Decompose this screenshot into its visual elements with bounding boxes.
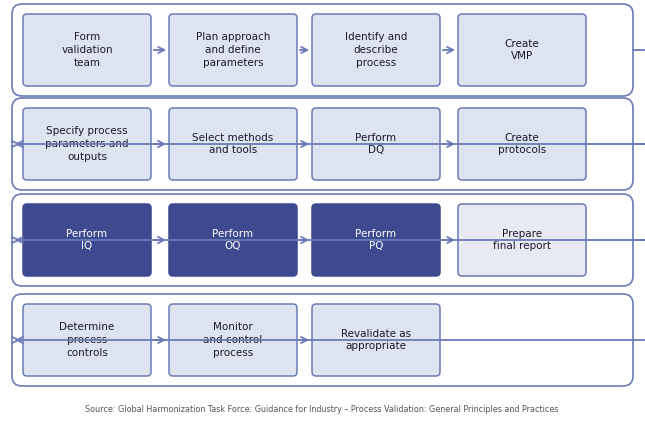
FancyBboxPatch shape bbox=[312, 204, 440, 276]
Text: Perform
PQ: Perform PQ bbox=[355, 229, 397, 251]
FancyBboxPatch shape bbox=[23, 108, 151, 180]
FancyBboxPatch shape bbox=[312, 108, 440, 180]
Text: Create
protocols: Create protocols bbox=[498, 133, 546, 155]
Text: Prepare
final report: Prepare final report bbox=[493, 229, 551, 251]
Text: Create
VMP: Create VMP bbox=[504, 39, 539, 61]
FancyBboxPatch shape bbox=[169, 304, 297, 376]
FancyBboxPatch shape bbox=[312, 304, 440, 376]
Text: Plan approach
and define
parameters: Plan approach and define parameters bbox=[196, 32, 270, 68]
Text: Specify process
parameters and
outputs: Specify process parameters and outputs bbox=[45, 126, 129, 162]
FancyBboxPatch shape bbox=[23, 304, 151, 376]
Text: Revalidate as
appropriate: Revalidate as appropriate bbox=[341, 329, 411, 351]
Text: Perform
IQ: Perform IQ bbox=[66, 229, 108, 251]
FancyBboxPatch shape bbox=[458, 14, 586, 86]
Text: Source: Global Harmonization Task Force: Guidance for Industry – Process Validat: Source: Global Harmonization Task Force:… bbox=[85, 405, 559, 414]
FancyBboxPatch shape bbox=[169, 204, 297, 276]
Text: Form
validation
team: Form validation team bbox=[61, 32, 113, 68]
FancyBboxPatch shape bbox=[23, 14, 151, 86]
FancyBboxPatch shape bbox=[169, 14, 297, 86]
FancyBboxPatch shape bbox=[458, 204, 586, 276]
Text: Perform
OQ: Perform OQ bbox=[212, 229, 253, 251]
Text: Identify and
describe
process: Identify and describe process bbox=[345, 32, 407, 68]
FancyBboxPatch shape bbox=[23, 204, 151, 276]
Text: Determine
process
controls: Determine process controls bbox=[59, 322, 115, 358]
Text: Perform
DQ: Perform DQ bbox=[355, 133, 397, 155]
FancyBboxPatch shape bbox=[312, 14, 440, 86]
Text: Select methods
and tools: Select methods and tools bbox=[192, 133, 273, 155]
FancyBboxPatch shape bbox=[458, 108, 586, 180]
FancyBboxPatch shape bbox=[169, 108, 297, 180]
Text: Monitor
and control
process: Monitor and control process bbox=[203, 322, 263, 358]
